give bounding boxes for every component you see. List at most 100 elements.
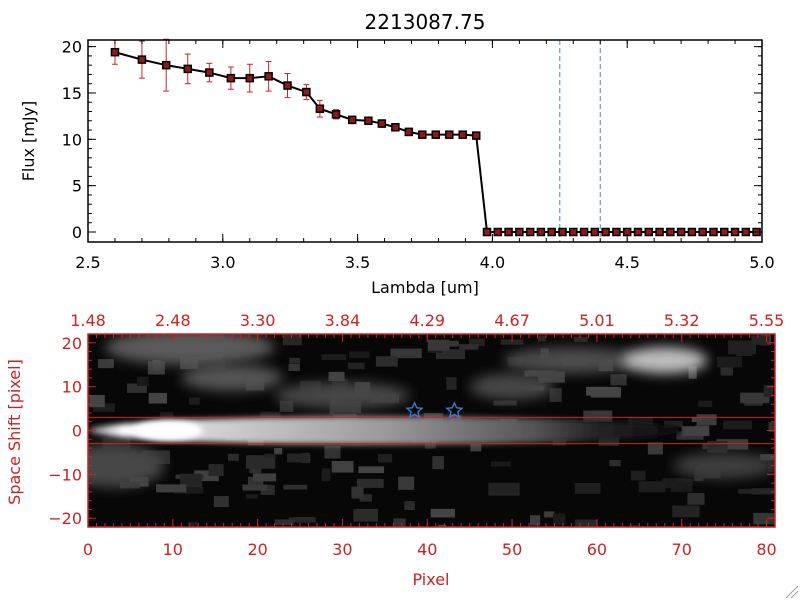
- noise-patch: [245, 494, 258, 499]
- flux-point: [687, 227, 697, 237]
- x-tick-label: 5.0: [749, 253, 774, 272]
- image-overlays: [88, 401, 775, 445]
- x-axis-label: Lambda [um]: [371, 278, 479, 297]
- spectrum-axes-frame: [87, 39, 763, 243]
- x-tick-label: 4.5: [614, 253, 639, 272]
- noise-patch: [156, 484, 187, 493]
- noise-patch: [661, 478, 687, 489]
- noise-patch: [583, 410, 613, 422]
- noise-patch: [260, 411, 281, 419]
- noise-patch: [189, 397, 200, 405]
- flux-point: [183, 64, 193, 74]
- noise-patch: [227, 453, 239, 461]
- noise-patch: [740, 392, 770, 404]
- noise-patch: [89, 394, 105, 408]
- noise-patch: [493, 400, 517, 406]
- noise-patch: [717, 356, 743, 368]
- noise-patch: [252, 473, 277, 482]
- noise-patch: [283, 484, 308, 490]
- flux-point: [558, 227, 567, 237]
- noise-patch: [681, 426, 710, 436]
- noise-patch: [390, 348, 422, 359]
- flux-point: [347, 115, 357, 125]
- noise-patch: [638, 481, 666, 493]
- pixel-tick-label: 70: [672, 540, 692, 559]
- noise-patch: [264, 453, 276, 458]
- flux-point: [569, 227, 578, 237]
- noise-patch: [553, 513, 566, 525]
- flux-point: [205, 68, 214, 77]
- flux-point: [601, 227, 610, 237]
- noise-patch: [488, 482, 520, 496]
- wavelength-tick-label: 5.55: [749, 311, 785, 330]
- flux-point: [655, 227, 664, 237]
- wavelength-tick-label: 4.29: [409, 311, 445, 330]
- flux-point: [418, 130, 427, 139]
- noise-patch: [274, 519, 294, 526]
- noise-patch: [574, 482, 601, 494]
- noise-patch: [148, 392, 168, 404]
- pixel-tick-label: 40: [417, 540, 437, 559]
- flux-point: [709, 227, 718, 237]
- wavelength-tick-label: 3.84: [325, 311, 361, 330]
- noise-patch: [260, 484, 275, 495]
- y-tick-label: 10: [62, 130, 82, 149]
- flux-point: [331, 110, 341, 119]
- flux-point: [315, 104, 325, 113]
- image-x-axis-label: Pixel: [412, 570, 449, 589]
- faint-blob: [673, 452, 775, 479]
- noise-patch: [575, 519, 598, 527]
- x-tick-label: 3.5: [345, 253, 370, 272]
- flux-point: [161, 60, 171, 70]
- flux-point: [525, 227, 535, 237]
- noise-patch: [398, 476, 415, 490]
- noise-patch: [728, 340, 757, 355]
- noise-patch: [687, 492, 705, 505]
- image-ticks: 0 1.48 10 2.48 20 3.30 30 3.84 40 4.29 50 4.67 60 5.0…: [48, 311, 784, 559]
- flux-point: [633, 227, 643, 237]
- noise-patch: [160, 412, 174, 421]
- noise-patch: [716, 439, 749, 450]
- flux-point: [283, 81, 292, 90]
- noise-patch: [136, 376, 149, 386]
- noise-patch: [213, 496, 229, 508]
- noise-patch: [393, 518, 406, 527]
- resize-grip-icon[interactable]: [785, 585, 799, 599]
- x-tick-label: 3.0: [210, 253, 235, 272]
- noise-patch: [768, 422, 775, 432]
- spectrum-ticks: 2.5 3.0 3.5 4.0 4.5 5.0 0 5 10 15 20: [62, 38, 775, 272]
- pixel-tick-label: 60: [587, 540, 607, 559]
- noise-patch: [430, 508, 455, 518]
- wavelength-tick-label: 2.48: [155, 311, 191, 330]
- x-tick-label: 2.5: [75, 253, 100, 272]
- flux-point: [458, 130, 467, 139]
- noise-patch: [98, 359, 114, 369]
- spectral-image: [88, 334, 775, 527]
- noise-patch: [328, 371, 345, 381]
- noise-patch: [288, 364, 300, 372]
- noise-patch: [245, 455, 276, 469]
- flux-point: [644, 227, 654, 237]
- noise-patch: [287, 453, 309, 463]
- noise-patch: [288, 517, 315, 523]
- noise-patch: [349, 351, 370, 358]
- flux-point: [302, 87, 311, 97]
- noise-patch: [609, 459, 621, 467]
- noise-patch: [194, 470, 219, 482]
- noise-patch: [331, 461, 354, 473]
- noise-patch: [647, 442, 663, 455]
- pixel-tick-label: 30: [332, 540, 352, 559]
- noise-patch: [751, 488, 775, 495]
- image-y-axis-label: Space Shift [pixel]: [5, 359, 24, 505]
- spectrum-plot-area: [110, 38, 762, 242]
- noise-patch: [359, 494, 372, 502]
- y-axis-label: Flux [mJy]: [19, 101, 38, 182]
- noise-patch: [723, 420, 752, 430]
- wavelength-tick-label: 1.48: [70, 311, 106, 330]
- noise-patch: [760, 454, 775, 461]
- noise-patch: [127, 383, 147, 393]
- noise-patch: [696, 414, 717, 426]
- noise-patch: [375, 356, 398, 367]
- noise-patch: [544, 511, 555, 518]
- noise-patch: [435, 349, 465, 360]
